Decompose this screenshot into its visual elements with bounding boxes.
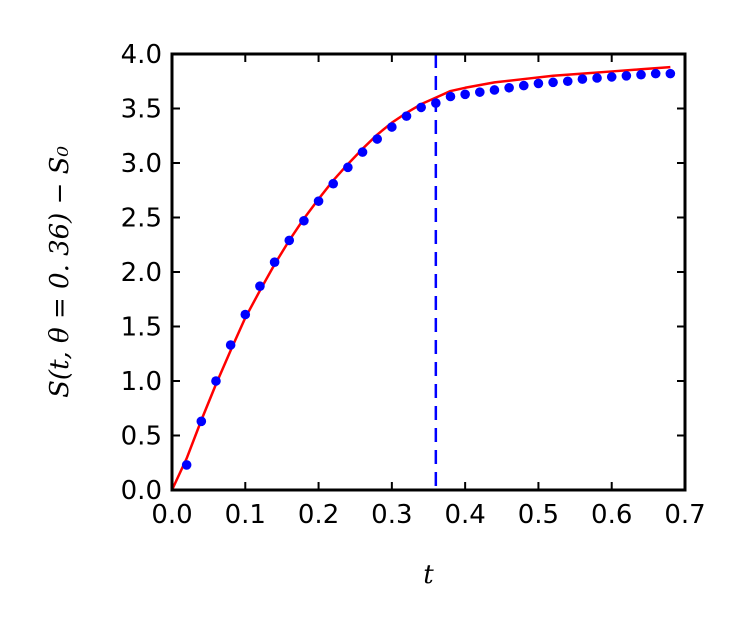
data-point [181,460,192,470]
data-point [240,309,251,320]
data-point [372,134,383,144]
x-tick-label: 0.5 [518,500,559,530]
data-point [562,76,573,87]
y-tick-label: 1.5 [121,313,162,343]
data-point [445,91,456,102]
data-point [475,87,485,97]
data-point [460,89,470,100]
data-point [196,416,207,427]
fit-line-layer [170,65,671,491]
data-point [328,178,339,189]
data-point [518,80,529,91]
data-point [416,102,426,113]
data-point [343,162,353,173]
y-axis-label: S(t, θ = 0. 36) − S₀ [45,146,75,398]
data-point [269,257,280,267]
data-point [489,85,500,95]
x-tick-label: 0.6 [591,500,632,530]
y-tick-label: 2.0 [121,258,162,288]
y-tick-label: 0.5 [121,422,162,452]
axis-ticks [171,53,686,491]
data-point [387,122,397,132]
x-tick-label: 0.3 [371,500,412,530]
fit-curve-line [170,65,671,491]
data-point [504,82,514,93]
data-point [621,71,632,81]
y-tick-labels: 0.0 0.5 1.0 1.5 2.0 2.5 3.0 3.5 4.0 [121,40,162,506]
y-tick-label: 4.0 [121,40,162,70]
data-point [636,69,646,80]
data-point [299,215,309,226]
data-points-layer [181,68,676,470]
x-tick-labels: 0.0 0.1 0.2 0.3 0.4 0.5 0.6 0.7 [151,500,705,530]
y-tick-label: 0.0 [121,476,162,506]
x-tick-label: 0.1 [225,500,266,530]
data-point [592,73,602,83]
x-tick-label: 0.0 [151,500,192,530]
data-point [225,340,236,350]
data-point [577,74,588,84]
data-point [357,147,368,157]
data-point [284,235,295,246]
data-point [665,68,676,79]
x-axis-label: t [423,560,434,590]
data-point [650,68,661,79]
y-tick-label: 3.5 [121,95,162,125]
data-point [401,111,412,121]
plot-frame [170,52,687,492]
data-point [313,196,324,206]
x-tick-label: 0.4 [444,500,485,530]
data-point [255,281,265,291]
data-point [431,98,441,108]
x-tick-label: 0.7 [664,500,705,530]
data-point [533,78,544,89]
data-point [211,376,221,386]
data-point [606,72,617,82]
y-tick-label: 2.5 [121,204,162,234]
data-point [548,77,558,88]
x-tick-label: 0.2 [298,500,339,530]
y-tick-label: 3.0 [121,149,162,179]
y-tick-label: 1.0 [121,367,162,397]
